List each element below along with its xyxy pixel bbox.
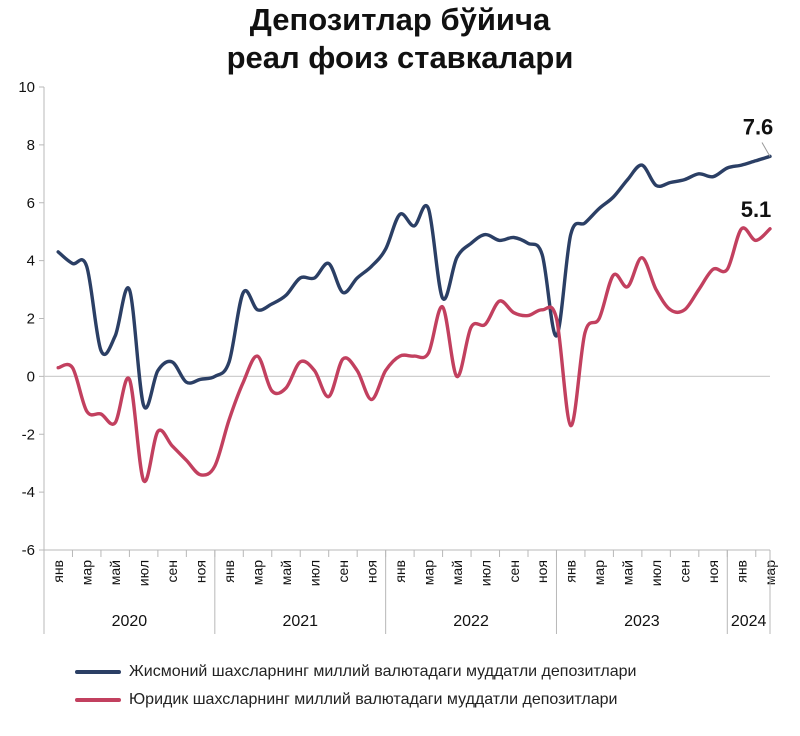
legend-swatch-individuals [75, 670, 121, 674]
y-tick-label: 0 [27, 368, 35, 385]
year-label: 2023 [624, 613, 660, 630]
chart-title-line-2: реал фоиз ставкалари [226, 40, 574, 75]
x-tick-label: янв [563, 560, 579, 583]
legend-label-legal-entities: Юридик шахсларнинг миллий валютадаги муд… [129, 691, 618, 708]
x-tick-label: сен [506, 560, 522, 583]
x-tick-label: янв [392, 560, 408, 583]
legend-item-individuals: Жисмоний шахсларнинг миллий валютадаги м… [75, 660, 636, 684]
end-label-individuals: 7.6 [743, 114, 774, 139]
x-tick-label: июл [477, 560, 493, 586]
x-tick-label: сен [677, 560, 693, 583]
x-tick-label: сен [164, 560, 180, 583]
legend-swatch-legal-entities [75, 698, 121, 702]
chart-title-line-1: Депозитлар бўйича [249, 2, 551, 37]
x-tick-label: июл [306, 560, 322, 586]
year-label: 2024 [731, 613, 767, 630]
x-tick-label: сен [335, 560, 351, 583]
y-tick-label: -2 [22, 426, 35, 443]
x-tick-label: мар [250, 560, 266, 585]
end-label-leader [761, 142, 771, 157]
y-tick-label: 8 [27, 137, 35, 154]
y-tick-label: 10 [18, 79, 35, 96]
y-tick-label: 4 [27, 253, 35, 270]
series-line-individuals [56, 154, 772, 410]
x-tick-label: мар [420, 560, 436, 585]
x-tick-label: янв [734, 560, 750, 583]
year-label: 2021 [282, 613, 318, 630]
x-tick-label: ноя [534, 560, 550, 583]
x-tick-label: май [620, 560, 636, 585]
legend-label-individuals: Жисмоний шахсларнинг миллий валютадаги м… [129, 663, 637, 680]
y-tick-label: 6 [27, 195, 35, 212]
y-tick-label: -4 [22, 484, 35, 501]
year-label: 2020 [112, 613, 148, 630]
y-tick-label: 2 [27, 311, 35, 328]
x-tick-label: ноя [193, 560, 209, 583]
x-tick-label: июл [136, 560, 152, 586]
y-tick-label: -6 [22, 542, 35, 559]
x-tick-label: ноя [705, 560, 721, 583]
x-tick-label: июл [648, 560, 664, 586]
legend-item-legal-entities: Юридик шахсларнинг миллий валютадаги муд… [75, 688, 617, 712]
x-tick-label: янв [221, 560, 237, 583]
x-tick-label: мар [79, 560, 95, 585]
x-tick-label: май [107, 560, 123, 585]
x-tick-label: ноя [363, 560, 379, 583]
x-tick-label: май [278, 560, 294, 585]
x-tick-label: май [449, 560, 465, 585]
x-tick-label: янв [50, 560, 66, 583]
year-label: 2022 [453, 613, 489, 630]
x-tick-label: мар [591, 560, 607, 585]
end-label-legal-entities: 5.1 [741, 197, 772, 222]
series-line-legal-entities [56, 226, 772, 484]
